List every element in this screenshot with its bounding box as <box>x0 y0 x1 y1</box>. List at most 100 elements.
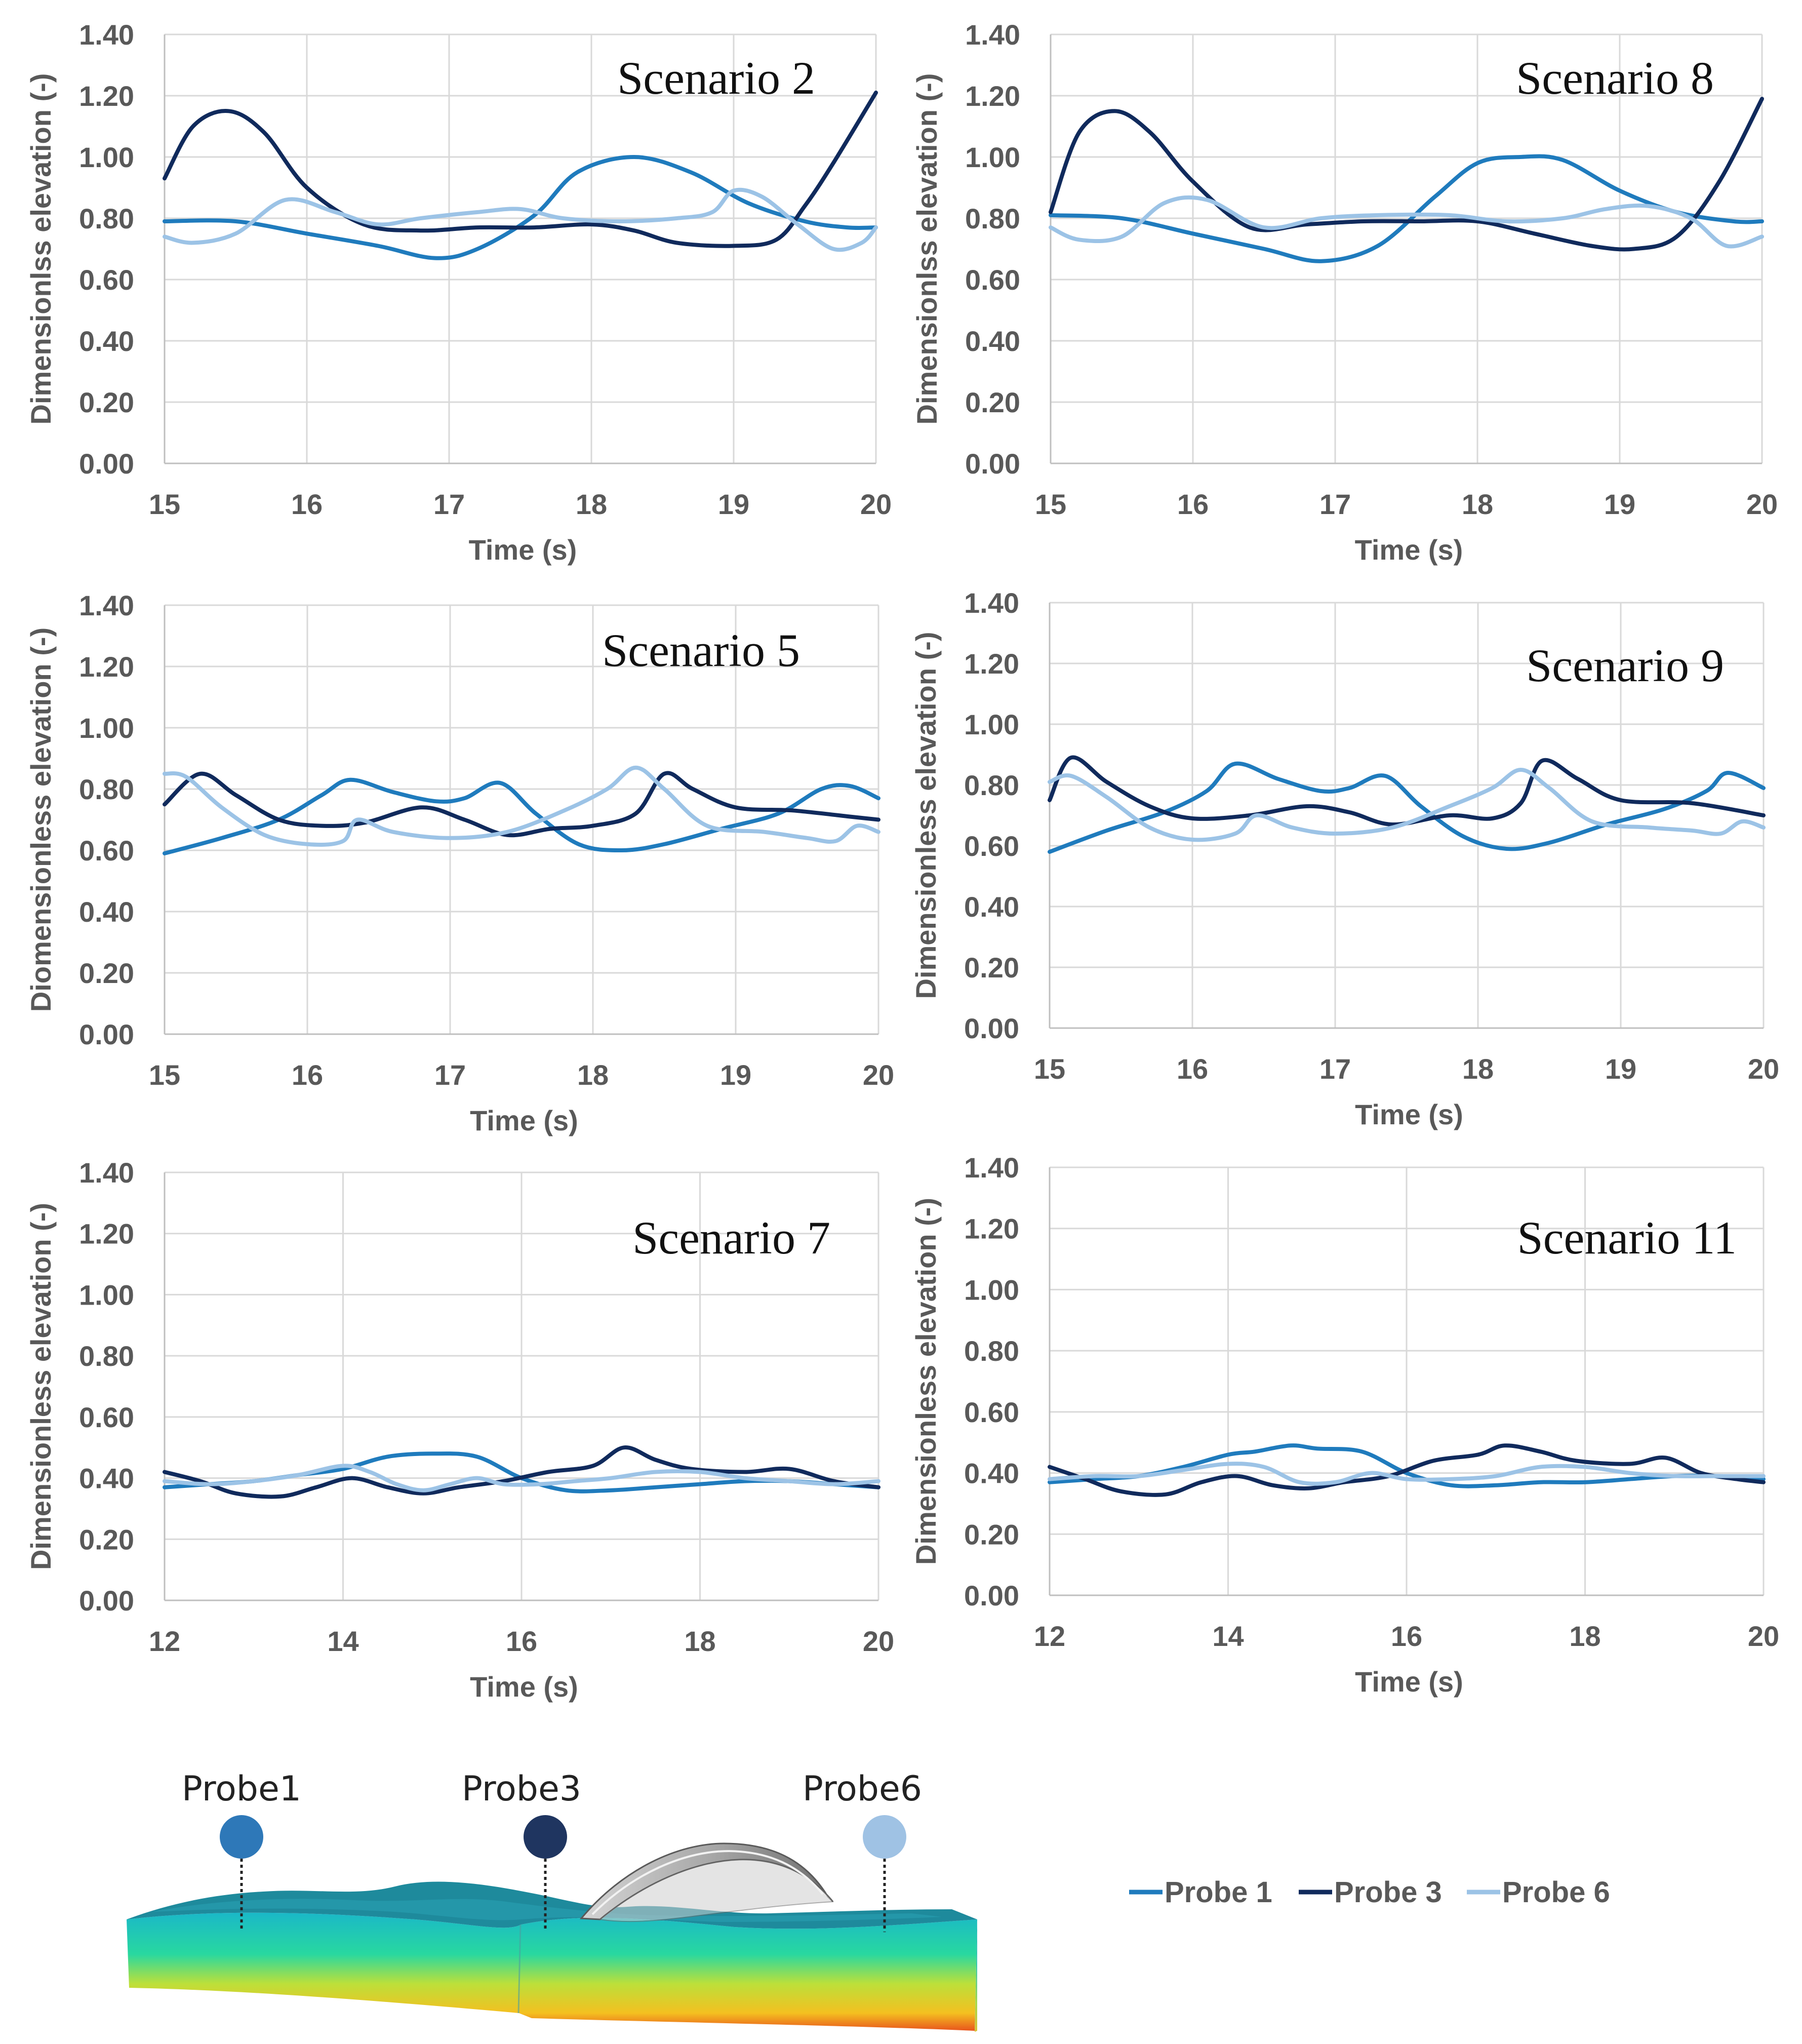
x-tick-label: 18 <box>577 1059 609 1091</box>
x-tick-label: 20 <box>1748 1620 1779 1652</box>
y-tick-label: 1.20 <box>79 651 134 683</box>
y-tick-label: 0.80 <box>964 1335 1019 1367</box>
chart-5: 12 14 16 18 20 0.00 0.20 0.40 0.60 0.80 1.00 1.20 1.… <box>25 1157 894 1703</box>
chart-title: Scenario 5 <box>602 624 800 676</box>
arch-highlight <box>591 1850 824 1915</box>
y-tick-label: 0.00 <box>79 1585 134 1617</box>
x-tick-label: 18 <box>684 1625 715 1657</box>
y-tick-label: 1.40 <box>79 589 134 621</box>
y-axis-title: Dimensionless elevation (-) <box>910 632 942 999</box>
x-tick-label: 15 <box>1035 488 1066 520</box>
x-tick-label: 15 <box>149 1059 180 1091</box>
x-axis-title: Time (s) <box>1355 1666 1463 1698</box>
x-tick-label: 14 <box>327 1625 358 1657</box>
x-tick-label: 16 <box>1391 1620 1422 1652</box>
x-tick-label: 16 <box>291 488 323 520</box>
legend-label-probe-6: Probe 6 <box>1502 1876 1610 1909</box>
chart-1: 15 16 17 18 19 20 0.00 0.20 0.40 0.60 0.80 1.00 1.20… <box>25 19 892 566</box>
y-tick-label: 0.00 <box>79 1018 134 1050</box>
tank-front-face <box>127 1912 977 2031</box>
probe3-marker <box>524 1815 567 1859</box>
y-tick-label: 0.00 <box>964 1580 1019 1611</box>
series-line-probe-6 <box>163 765 880 847</box>
y-tick-label: 0.40 <box>79 1463 134 1495</box>
series-line-probe-3 <box>163 1445 880 1499</box>
legend: Probe 1 Probe 3 Probe 6 <box>1129 1876 1610 1909</box>
x-tick-label: 20 <box>863 1625 894 1657</box>
x-tick-label: 17 <box>1319 488 1351 520</box>
series-line-probe-3 <box>1049 97 1764 252</box>
y-tick-label: 0.60 <box>79 835 134 867</box>
y-tick-label: 1.00 <box>79 712 134 744</box>
y-tick-label: 0.00 <box>79 448 134 480</box>
y-axis-title: Dimensionless elevation (-) <box>910 1198 942 1565</box>
chart-title: Scenario 11 <box>1517 1212 1737 1264</box>
legend-label-probe-1: Probe 1 <box>1165 1876 1272 1909</box>
y-tick-label: 1.00 <box>965 141 1020 173</box>
x-axis-title: Time (s) <box>469 534 577 566</box>
series-line-probe-6 <box>1048 1462 1766 1486</box>
y-tick-label: 1.20 <box>79 1218 134 1250</box>
y-tick-label: 0.40 <box>964 1458 1019 1489</box>
x-tick-label: 19 <box>1604 488 1635 520</box>
y-tick-label: 0.40 <box>964 891 1019 923</box>
y-tick-label: 1.20 <box>964 648 1019 680</box>
series-line-probe-3 <box>163 771 880 838</box>
x-tick-label: 20 <box>860 488 892 520</box>
y-tick-label: 0.20 <box>79 1523 134 1555</box>
y-tick-label: 1.00 <box>79 141 134 173</box>
probe6-label: Probe6 <box>803 1769 922 1809</box>
tank-seam <box>517 1924 522 2014</box>
charts-group: 15 16 17 18 19 20 0.00 0.20 0.40 0.60 0.80 1.00 1.20… <box>25 19 1779 1703</box>
probe-diagram: Probe1 Probe3 Probe6 <box>127 1769 977 2032</box>
x-tick-label: 16 <box>506 1625 537 1657</box>
x-axis-title: Time (s) <box>470 1671 578 1703</box>
y-tick-label: 1.00 <box>964 1274 1019 1306</box>
chart-2: 15 16 17 18 19 20 0.00 0.20 0.40 0.60 0.80 1.00 1.20… <box>911 19 1778 566</box>
x-tick-label: 18 <box>1569 1620 1600 1652</box>
x-axis-title: Time (s) <box>1355 1098 1463 1130</box>
series-line-probe-3 <box>1048 755 1766 827</box>
y-tick-label: 1.40 <box>965 19 1020 51</box>
series-line-probe-6 <box>1048 768 1766 842</box>
y-tick-label: 0.40 <box>79 896 134 928</box>
x-axis-title: Time (s) <box>1355 534 1463 566</box>
y-tick-label: 1.40 <box>964 1152 1019 1184</box>
series-line-probe-1 <box>1048 761 1766 854</box>
x-tick-label: 17 <box>433 488 465 520</box>
y-tick-label: 1.20 <box>964 1213 1019 1245</box>
y-tick-label: 1.40 <box>79 1157 134 1189</box>
y-tick-label: 1.20 <box>79 80 134 112</box>
x-tick-label: 18 <box>576 488 607 520</box>
series-line-probe-6 <box>163 1464 880 1492</box>
y-tick-label: 1.20 <box>965 80 1020 112</box>
y-tick-label: 0.40 <box>965 325 1020 357</box>
y-tick-label: 0.20 <box>79 386 134 418</box>
chart-3: 15 16 17 18 19 20 0.00 0.20 0.40 0.60 0.80 1.00 1.20… <box>25 589 894 1136</box>
x-tick-label: 16 <box>292 1059 323 1091</box>
series-line-probe-3 <box>163 90 878 248</box>
probe1-marker <box>220 1815 263 1859</box>
y-tick-label: 0.80 <box>964 769 1019 801</box>
y-tick-label: 1.40 <box>964 587 1019 619</box>
x-tick-label: 12 <box>149 1625 180 1657</box>
chart-4: 15 16 17 18 19 20 0.00 0.20 0.40 0.60 0.80 1.00 1.20… <box>910 587 1779 1130</box>
y-tick-label: 0.40 <box>79 325 134 357</box>
x-tick-label: 20 <box>1748 1053 1779 1085</box>
y-tick-label: 0.20 <box>964 952 1019 984</box>
y-tick-label: 0.80 <box>79 203 134 234</box>
x-tick-label: 18 <box>1462 1053 1494 1085</box>
x-tick-label: 15 <box>149 488 180 520</box>
chart-6: 12 14 16 18 20 0.00 0.20 0.40 0.60 0.80 1.00 1.20 1.… <box>910 1152 1779 1698</box>
x-tick-label: 20 <box>863 1059 894 1091</box>
probe1-label: Probe1 <box>182 1769 301 1809</box>
y-tick-label: 0.60 <box>964 1396 1019 1428</box>
y-tick-label: 0.20 <box>964 1518 1019 1550</box>
y-axis-title: Dimensionlss elevation (-) <box>25 73 57 425</box>
y-axis-title: Dimensionlss elevation (-) <box>911 73 943 425</box>
legend-label-probe-3: Probe 3 <box>1334 1876 1442 1909</box>
x-tick-label: 16 <box>1177 1053 1208 1085</box>
y-tick-label: 0.20 <box>79 957 134 989</box>
x-tick-label: 20 <box>1746 488 1778 520</box>
